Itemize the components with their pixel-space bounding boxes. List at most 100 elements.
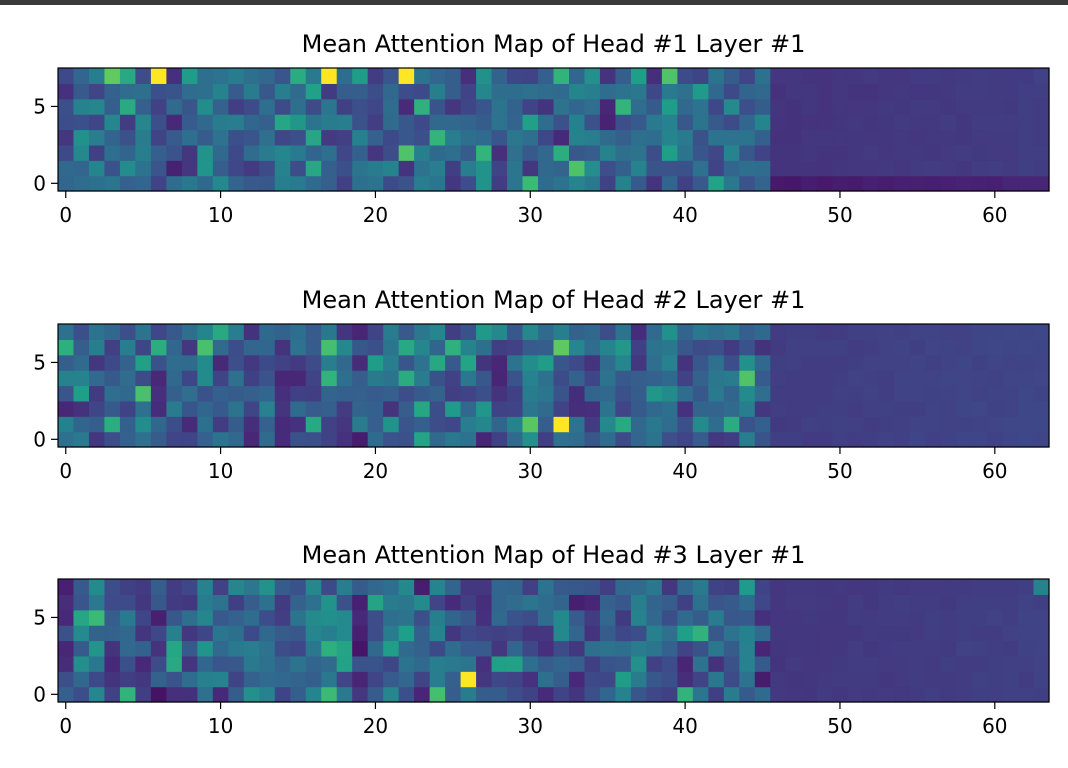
heatmap-cell — [104, 594, 121, 611]
heatmap-cell — [367, 68, 384, 84]
chart-title: Mean Attention Map of Head #3 Layer #1 — [302, 541, 806, 569]
heatmap-cell — [228, 579, 245, 595]
heatmap-cell — [197, 671, 214, 688]
heatmap-cell — [58, 160, 75, 177]
heatmap-cell — [321, 385, 338, 402]
heatmap-cell — [336, 655, 353, 672]
heatmap-cell — [274, 68, 291, 84]
heatmap-cell — [754, 114, 771, 131]
heatmap-cell — [863, 640, 880, 657]
heatmap-cell — [398, 175, 415, 192]
heatmap-cell — [909, 431, 926, 448]
heatmap-cell — [290, 114, 307, 131]
heatmap-cell — [352, 431, 369, 448]
heatmap-cell — [909, 579, 926, 595]
heatmap-cell — [553, 416, 570, 433]
heatmap-cell — [398, 686, 415, 703]
heatmap-cell — [1002, 400, 1019, 417]
heatmap-cell — [971, 671, 988, 688]
heatmap-cell — [305, 385, 322, 402]
heatmap-cell — [677, 129, 694, 146]
heatmap-cell — [228, 594, 245, 611]
heatmap-cell — [1018, 625, 1035, 642]
heatmap-cell — [646, 416, 663, 433]
heatmap-cell — [909, 671, 926, 688]
heatmap-cell — [259, 655, 276, 672]
heatmap-cell — [243, 354, 260, 371]
heatmap-cell — [73, 594, 90, 611]
heatmap-cell — [538, 129, 555, 146]
heatmap-cell — [460, 129, 477, 146]
heatmap-cell — [630, 416, 647, 433]
heatmap-cell — [568, 686, 586, 703]
heatmap-cell — [646, 400, 663, 417]
heatmap-cell — [321, 129, 338, 146]
heatmap-cell — [925, 594, 942, 611]
heatmap-cell — [445, 640, 462, 657]
heatmap-cell — [150, 129, 167, 146]
heatmap-cell — [119, 114, 137, 131]
heatmap-cell — [476, 339, 493, 356]
heatmap-cell — [878, 686, 895, 703]
heatmap-cell — [445, 83, 462, 100]
heatmap-cell — [584, 175, 601, 192]
heatmap-cell — [723, 98, 740, 115]
heatmap-cell — [739, 370, 756, 387]
heatmap-cell — [1033, 385, 1050, 402]
heatmap-cell — [770, 400, 787, 417]
heatmap-cell — [971, 370, 988, 387]
heatmap-cell — [166, 431, 183, 448]
heatmap-cell — [847, 625, 864, 642]
heatmap-cell — [599, 385, 617, 402]
heatmap-cell — [290, 175, 307, 192]
heatmap-cell — [894, 579, 911, 595]
heatmap-cell — [1033, 354, 1050, 371]
heatmap-cell — [925, 640, 942, 657]
heatmap-cell — [73, 144, 90, 161]
heatmap-cell — [476, 594, 493, 611]
heatmap-cell — [305, 339, 322, 356]
heatmap-cell — [878, 579, 895, 595]
heatmap-cell — [909, 640, 926, 657]
heatmap-cell — [414, 416, 431, 433]
heatmap-cell — [692, 68, 709, 84]
heatmap-cell — [832, 324, 849, 340]
heatmap-cell — [166, 129, 183, 146]
heatmap-cell — [522, 686, 539, 703]
heatmap-cell — [646, 671, 663, 688]
heatmap-cell — [909, 655, 926, 672]
heatmap-cell — [816, 671, 833, 688]
heatmap-cell — [181, 686, 198, 703]
heatmap-cell — [677, 686, 694, 703]
heatmap-cell — [476, 175, 493, 192]
heatmap-cell — [615, 655, 632, 672]
heatmap-cell — [940, 144, 957, 161]
heatmap-cell — [274, 640, 291, 657]
heatmap-cell — [615, 431, 632, 448]
heatmap-cell — [646, 144, 663, 161]
heatmap-cell — [212, 686, 229, 703]
heatmap-cell — [336, 129, 353, 146]
heatmap-cell — [383, 339, 400, 356]
heatmap-cell — [476, 370, 493, 387]
heatmap-cell — [383, 129, 400, 146]
heatmap-cell — [739, 354, 756, 371]
heatmap-cell — [754, 385, 771, 402]
heatmap-cell — [630, 655, 647, 672]
chart-title: Mean Attention Map of Head #1 Layer #1 — [302, 30, 806, 58]
heatmap-cell — [367, 83, 384, 100]
heatmap-cell — [940, 83, 957, 100]
heatmap-cell — [88, 671, 106, 688]
heatmap-cell — [522, 416, 539, 433]
heatmap-cell — [259, 400, 276, 417]
heatmap-cell — [739, 671, 756, 688]
heatmap-cell — [321, 400, 338, 417]
heatmap-cell — [615, 400, 632, 417]
heatmap-cell — [119, 686, 137, 703]
heatmap-cell — [135, 114, 152, 131]
heatmap-cell — [414, 594, 431, 611]
heatmap-cell — [553, 129, 570, 146]
heatmap-cell — [150, 655, 167, 672]
heatmap-cell — [599, 594, 617, 611]
heatmap-cell — [197, 98, 214, 115]
